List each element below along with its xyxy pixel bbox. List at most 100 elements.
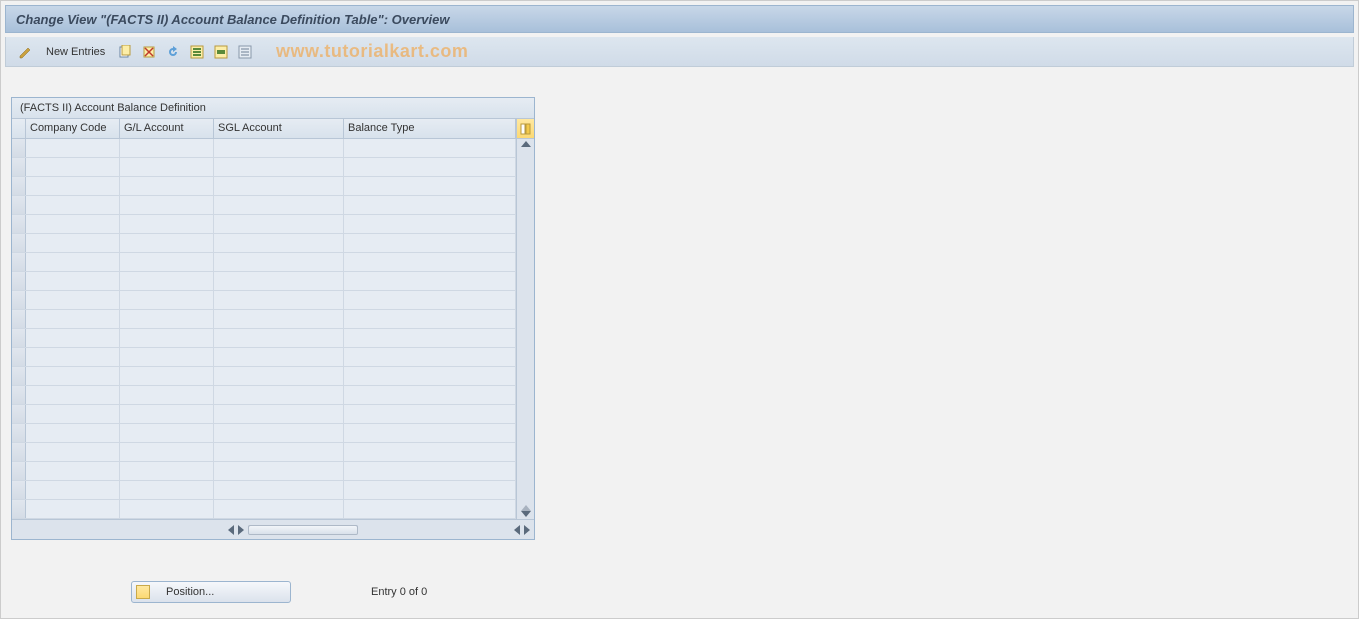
column-header[interactable]: Balance Type bbox=[344, 119, 516, 138]
hscroll-thumb[interactable] bbox=[249, 526, 357, 534]
table-cell[interactable] bbox=[344, 253, 516, 271]
table-cell[interactable] bbox=[214, 386, 344, 404]
row-selector[interactable] bbox=[12, 367, 26, 385]
table-cell[interactable] bbox=[344, 462, 516, 480]
table-cell[interactable] bbox=[120, 158, 214, 176]
table-cell[interactable] bbox=[344, 272, 516, 290]
table-cell[interactable] bbox=[26, 253, 120, 271]
table-cell[interactable] bbox=[26, 215, 120, 233]
table-cell[interactable] bbox=[120, 329, 214, 347]
scroll-page-up-icon[interactable] bbox=[521, 505, 531, 511]
table-cell[interactable] bbox=[344, 310, 516, 328]
table-cell[interactable] bbox=[120, 253, 214, 271]
table-cell[interactable] bbox=[120, 215, 214, 233]
table-cell[interactable] bbox=[120, 462, 214, 480]
position-button[interactable]: Position... bbox=[131, 581, 291, 603]
scroll-right-icon[interactable] bbox=[524, 525, 530, 535]
select-block-icon[interactable] bbox=[211, 42, 231, 62]
table-cell[interactable] bbox=[120, 196, 214, 214]
table-cell[interactable] bbox=[120, 177, 214, 195]
table-cell[interactable] bbox=[214, 291, 344, 309]
table-cell[interactable] bbox=[344, 481, 516, 499]
undo-icon[interactable] bbox=[163, 42, 183, 62]
table-cell[interactable] bbox=[344, 500, 516, 518]
row-selector[interactable] bbox=[12, 234, 26, 252]
table-cell[interactable] bbox=[120, 272, 214, 290]
table-cell[interactable] bbox=[214, 367, 344, 385]
table-cell[interactable] bbox=[214, 196, 344, 214]
table-cell[interactable] bbox=[344, 139, 516, 157]
row-selector[interactable] bbox=[12, 481, 26, 499]
table-cell[interactable] bbox=[344, 329, 516, 347]
table-cell[interactable] bbox=[344, 158, 516, 176]
row-selector[interactable] bbox=[12, 405, 26, 423]
table-cell[interactable] bbox=[344, 177, 516, 195]
table-cell[interactable] bbox=[120, 139, 214, 157]
row-selector[interactable] bbox=[12, 348, 26, 366]
table-cell[interactable] bbox=[344, 405, 516, 423]
table-cell[interactable] bbox=[120, 291, 214, 309]
table-cell[interactable] bbox=[120, 500, 214, 518]
table-cell[interactable] bbox=[344, 367, 516, 385]
row-selector[interactable] bbox=[12, 215, 26, 233]
table-cell[interactable] bbox=[344, 196, 516, 214]
table-cell[interactable] bbox=[26, 291, 120, 309]
table-cell[interactable] bbox=[214, 215, 344, 233]
table-cell[interactable] bbox=[120, 310, 214, 328]
table-cell[interactable] bbox=[214, 462, 344, 480]
delete-icon[interactable] bbox=[139, 42, 159, 62]
table-cell[interactable] bbox=[26, 462, 120, 480]
scroll-up-icon[interactable] bbox=[521, 141, 531, 147]
row-selector[interactable] bbox=[12, 443, 26, 461]
copy-icon[interactable] bbox=[115, 42, 135, 62]
row-selector[interactable] bbox=[12, 291, 26, 309]
table-cell[interactable] bbox=[26, 405, 120, 423]
edit-pencil-icon[interactable] bbox=[16, 42, 36, 62]
table-cell[interactable] bbox=[214, 500, 344, 518]
table-cell[interactable] bbox=[214, 272, 344, 290]
table-cell[interactable] bbox=[26, 310, 120, 328]
table-cell[interactable] bbox=[214, 158, 344, 176]
table-cell[interactable] bbox=[26, 158, 120, 176]
table-cell[interactable] bbox=[120, 405, 214, 423]
vertical-scrollbar[interactable] bbox=[516, 139, 534, 519]
table-cell[interactable] bbox=[26, 234, 120, 252]
row-selector[interactable] bbox=[12, 386, 26, 404]
table-cell[interactable] bbox=[26, 139, 120, 157]
configure-columns-icon[interactable] bbox=[516, 119, 534, 138]
table-cell[interactable] bbox=[344, 348, 516, 366]
table-cell[interactable] bbox=[214, 234, 344, 252]
table-cell[interactable] bbox=[214, 424, 344, 442]
new-entries-button[interactable]: New Entries bbox=[40, 44, 111, 60]
table-cell[interactable] bbox=[214, 177, 344, 195]
row-selector[interactable] bbox=[12, 139, 26, 157]
scroll-page-left-icon[interactable] bbox=[514, 525, 520, 535]
row-selector[interactable] bbox=[12, 196, 26, 214]
row-selector[interactable] bbox=[12, 158, 26, 176]
table-cell[interactable] bbox=[214, 329, 344, 347]
table-cell[interactable] bbox=[26, 367, 120, 385]
deselect-all-icon[interactable] bbox=[235, 42, 255, 62]
table-cell[interactable] bbox=[344, 234, 516, 252]
row-selector[interactable] bbox=[12, 253, 26, 271]
table-cell[interactable] bbox=[214, 139, 344, 157]
column-header[interactable]: Company Code bbox=[26, 119, 120, 138]
table-cell[interactable] bbox=[120, 481, 214, 499]
table-cell[interactable] bbox=[214, 405, 344, 423]
table-cell[interactable] bbox=[26, 272, 120, 290]
scroll-left-icon[interactable] bbox=[228, 525, 234, 535]
row-selector[interactable] bbox=[12, 310, 26, 328]
table-cell[interactable] bbox=[120, 424, 214, 442]
row-selector[interactable] bbox=[12, 272, 26, 290]
row-selector[interactable] bbox=[12, 424, 26, 442]
table-cell[interactable] bbox=[26, 329, 120, 347]
row-selector[interactable] bbox=[12, 462, 26, 480]
table-cell[interactable] bbox=[120, 234, 214, 252]
scroll-down-icon[interactable] bbox=[521, 511, 531, 517]
select-all-icon[interactable] bbox=[187, 42, 207, 62]
table-cell[interactable] bbox=[214, 310, 344, 328]
table-cell[interactable] bbox=[26, 500, 120, 518]
column-header[interactable]: G/L Account bbox=[120, 119, 214, 138]
table-cell[interactable] bbox=[344, 424, 516, 442]
table-cell[interactable] bbox=[120, 367, 214, 385]
